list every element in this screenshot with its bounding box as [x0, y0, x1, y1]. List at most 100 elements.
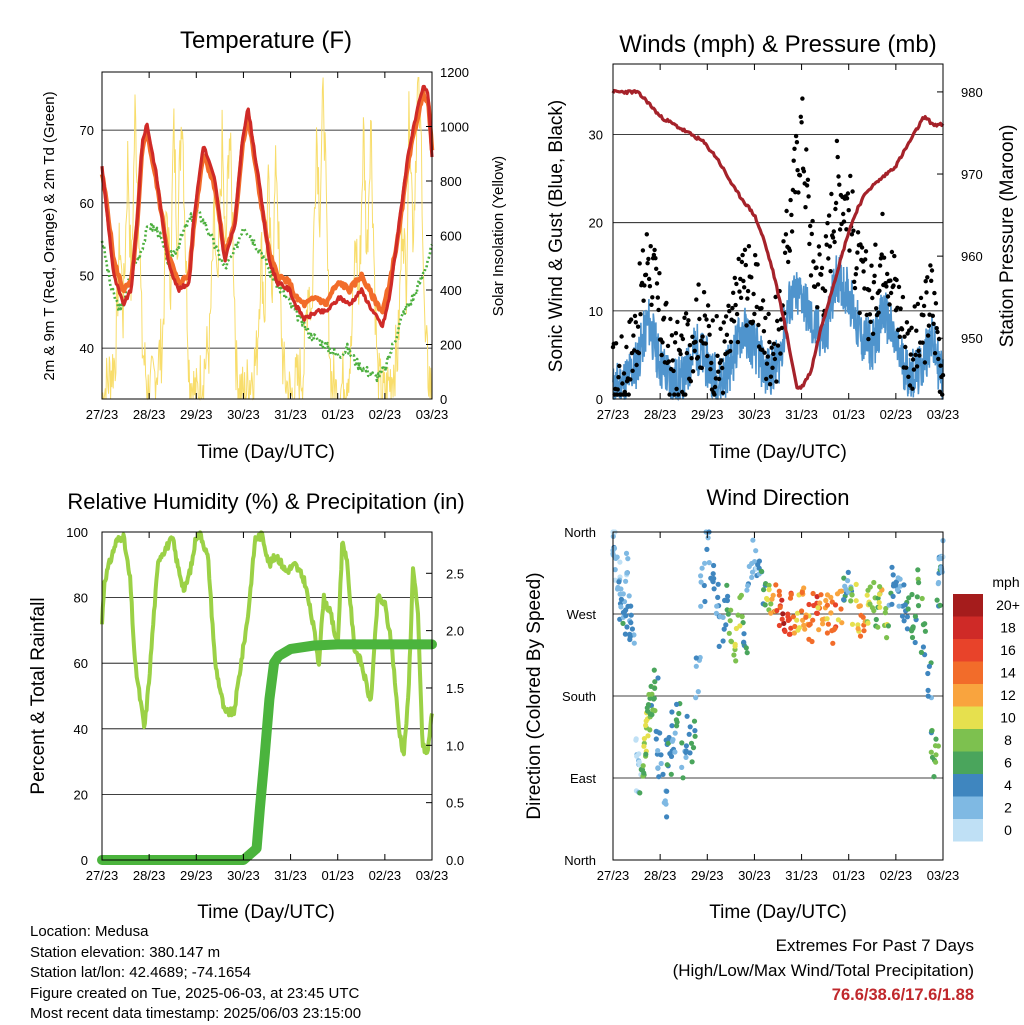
temperature-x-tick-label: 31/23: [274, 407, 307, 422]
winds-y2-tick-label: 960: [961, 249, 983, 264]
direction-point: [817, 600, 823, 606]
direction-point: [893, 579, 900, 585]
direction-point: [904, 626, 911, 632]
direction-point: [909, 591, 915, 598]
gust-point: [812, 284, 818, 289]
direction-point: [705, 535, 711, 541]
gust-point: [701, 290, 707, 295]
gust-point: [910, 357, 916, 362]
wind-direction-x-tick-label: 27/23: [597, 868, 630, 883]
gust-point: [744, 323, 749, 328]
direction-point: [686, 731, 692, 737]
direction-point: [838, 606, 844, 612]
gust-point: [819, 265, 825, 271]
direction-point: [624, 570, 630, 576]
gust-point: [815, 282, 821, 287]
gust-point: [837, 182, 842, 187]
direction-point: [655, 765, 661, 771]
gust-point: [778, 351, 783, 356]
gust-point: [888, 290, 894, 296]
winds-x-tick-label: 01/23: [832, 407, 865, 422]
gust-point: [925, 275, 930, 280]
gust-point: [712, 392, 717, 397]
speed-legend-swatch: [953, 616, 983, 639]
direction-point: [762, 602, 768, 608]
gust-point: [925, 333, 931, 338]
gust-point: [793, 133, 799, 139]
gust-point: [631, 333, 636, 338]
gust-point: [626, 392, 631, 397]
wind-direction-x-tick-label: 30/23: [738, 868, 771, 883]
gust-point: [930, 313, 935, 318]
gust-point: [708, 367, 713, 372]
direction-point: [845, 569, 851, 576]
gust-point: [774, 379, 779, 384]
gust-point: [653, 256, 658, 261]
gust-point: [887, 302, 892, 307]
humidity-x-tick-label: 03/23: [416, 868, 449, 883]
direction-point: [776, 592, 783, 598]
gust-point: [632, 313, 638, 319]
gust-point: [687, 343, 693, 348]
winds-x-tick-label: 28/23: [644, 407, 677, 422]
gust-point: [775, 343, 781, 348]
temperature-y2-tick-label: 600: [440, 229, 462, 244]
gust-point: [884, 284, 889, 289]
direction-point: [867, 584, 873, 590]
gust-point: [811, 259, 816, 264]
gust-point: [646, 276, 652, 282]
direction-point: [741, 639, 747, 645]
direction-point: [647, 727, 653, 733]
direction-point: [737, 623, 743, 629]
speed-legend-label: 2: [1004, 800, 1012, 816]
gust-point: [636, 350, 642, 356]
gust-point: [689, 356, 694, 361]
gust-point: [763, 315, 768, 321]
gust-point: [808, 273, 814, 278]
gust-point: [863, 249, 869, 254]
direction-point: [925, 670, 931, 677]
gust-point: [650, 295, 655, 300]
gust-point: [684, 350, 690, 356]
direction-point: [679, 740, 685, 746]
gust-point: [741, 278, 746, 284]
gust-point: [715, 353, 720, 358]
gust-point: [789, 229, 795, 234]
gust-point: [718, 326, 723, 331]
wind-direction-title: Wind Direction: [706, 485, 849, 510]
direction-point: [674, 719, 680, 725]
direction-point: [649, 712, 655, 718]
gust-point: [850, 189, 855, 194]
gust-point: [869, 263, 874, 268]
direction-point: [626, 593, 632, 599]
direction-point: [683, 754, 689, 761]
direction-point: [860, 614, 866, 620]
direction-point: [864, 592, 870, 598]
direction-point: [623, 613, 629, 619]
direction-point: [855, 622, 861, 628]
gust-point: [814, 265, 819, 270]
speed-legend-swatch: [953, 639, 983, 662]
direction-point: [867, 601, 873, 607]
gust-point: [834, 138, 840, 144]
direction-point: [834, 591, 841, 597]
direction-point: [641, 770, 647, 776]
speed-legend-label: 18: [1000, 620, 1016, 636]
gust-point: [690, 334, 695, 339]
direction-point: [824, 630, 831, 636]
gust-point: [868, 319, 873, 324]
winds-y2-tick-label: 980: [961, 85, 983, 100]
humidity-x-tick-label: 30/23: [227, 868, 260, 883]
gust-point: [900, 294, 906, 300]
direction-point: [937, 602, 943, 609]
direction-point: [650, 707, 656, 713]
gust-point: [679, 333, 684, 338]
direction-point: [824, 616, 830, 622]
gust-point: [867, 312, 873, 317]
direction-point: [764, 595, 770, 602]
direction-point: [825, 621, 832, 627]
direction-point: [768, 601, 774, 607]
gust-point: [628, 317, 634, 322]
wind-direction-x-tick-label: 01/23: [832, 868, 865, 883]
direction-point: [799, 589, 805, 596]
